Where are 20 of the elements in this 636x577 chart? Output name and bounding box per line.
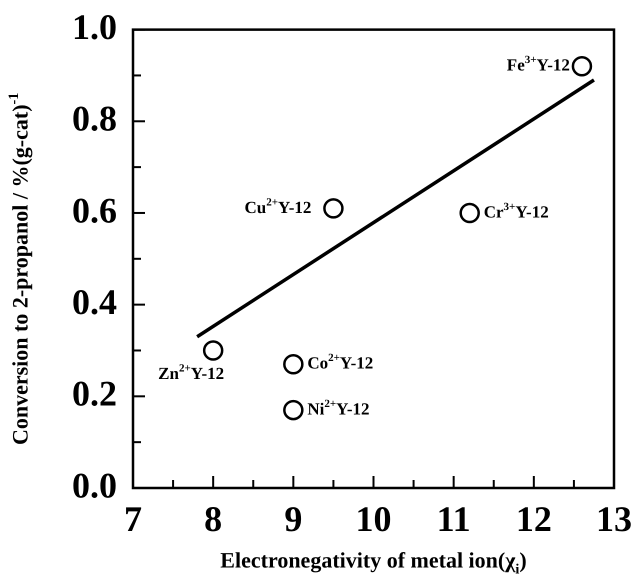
point [283,400,304,420]
x-tick-label: 10 [356,498,392,539]
x-tick-label: 11 [436,498,471,539]
point [202,340,224,361]
x-tick-label: 9 [284,498,302,539]
y-tick-label: 1.0 [72,6,117,47]
y-tick-label: 0.2 [72,374,117,414]
y-tick-label: 0.0 [72,465,117,506]
y-tick-label: 0.4 [72,282,117,322]
x-tick-label: 7 [124,498,142,539]
x-tick-label: 12 [516,498,552,539]
y-tick-label: 0.8 [72,98,117,139]
point [283,354,304,374]
x-tick-label: 8 [204,498,222,539]
y-axis-title: Conversion to 2-propanol / %(g-cat)-1 [6,92,33,446]
point [572,56,592,77]
y-tick-label: 0.6 [72,190,117,230]
point [459,202,480,224]
x-tick-label: 13 [596,498,632,539]
point [323,198,344,219]
